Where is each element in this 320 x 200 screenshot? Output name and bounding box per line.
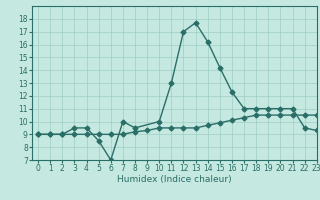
X-axis label: Humidex (Indice chaleur): Humidex (Indice chaleur) <box>117 175 232 184</box>
